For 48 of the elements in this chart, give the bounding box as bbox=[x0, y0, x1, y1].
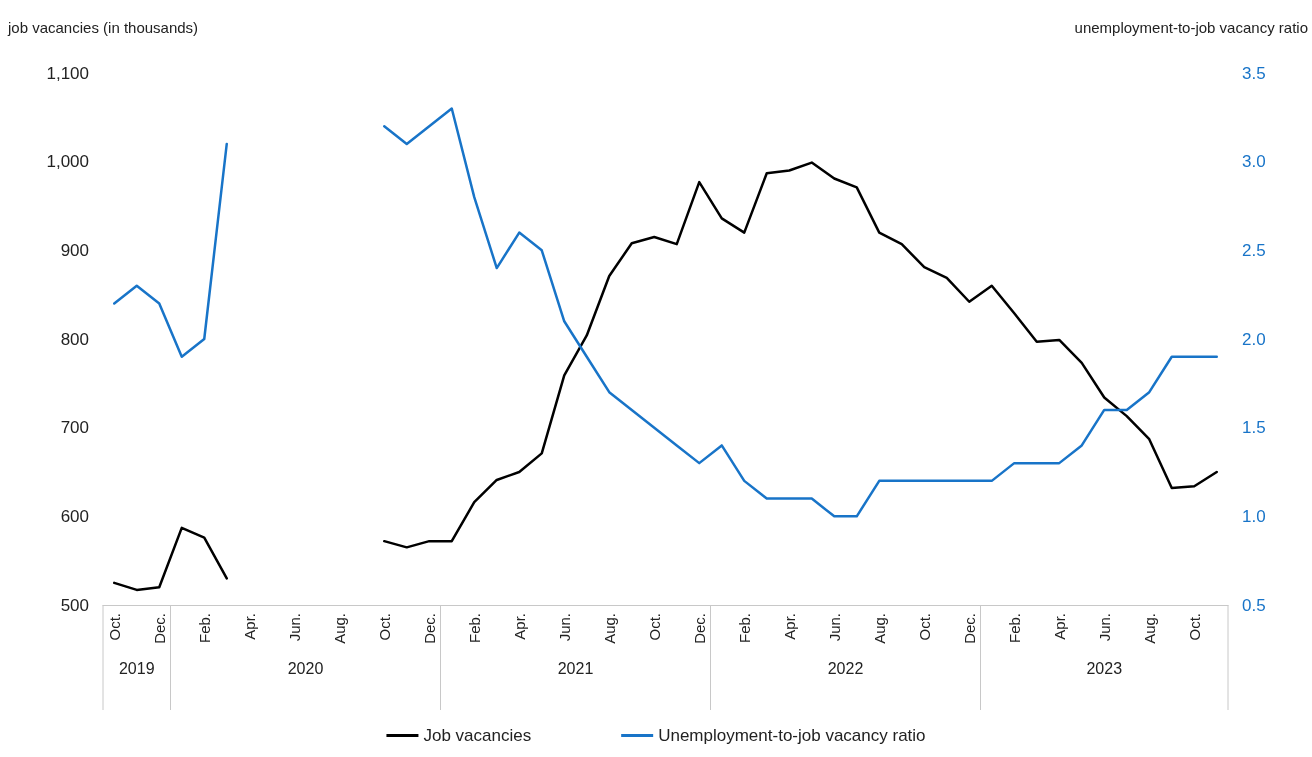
legend-label: Job vacancies bbox=[423, 726, 532, 745]
x-tick-label: Dec. bbox=[420, 613, 438, 644]
x-tick-label: Aug. bbox=[870, 613, 888, 644]
y2-tick-label: 2.0 bbox=[1242, 329, 1266, 349]
x-tick-label: Oct. bbox=[1185, 613, 1203, 641]
x-tick-label: Feb. bbox=[735, 613, 753, 644]
text: 2019 bbox=[118, 659, 155, 677]
y-tick-label: 700 bbox=[60, 418, 89, 438]
x-tick-label: Oct. bbox=[915, 613, 933, 641]
x-tick-label: Dec. bbox=[690, 613, 708, 644]
x-tick-label: Feb. bbox=[195, 613, 213, 644]
x-tick-label: Feb. bbox=[1005, 613, 1023, 644]
x-tick-label: Jun. bbox=[285, 613, 303, 642]
x-tick-label: Jun. bbox=[1095, 613, 1113, 642]
x-tick-label: Apr. bbox=[780, 613, 798, 640]
text: 2021 bbox=[557, 659, 594, 677]
x-tick-label: Apr. bbox=[1050, 613, 1068, 640]
x-tick-label: Oct. bbox=[645, 613, 663, 641]
y-tick-label: 1,000 bbox=[46, 152, 89, 172]
legend-label: Unemployment-to-job vacancy ratio bbox=[658, 726, 926, 745]
y-tick-label: 1,100 bbox=[46, 63, 89, 83]
x-tick-label: Oct. bbox=[375, 613, 393, 641]
text: 2023 bbox=[1086, 659, 1123, 677]
x-tick-label: Aug. bbox=[1140, 613, 1158, 644]
y-axis-title: job vacancies (in thousands) bbox=[7, 19, 199, 36]
text: 2020 bbox=[287, 659, 324, 677]
y-tick-label: 900 bbox=[60, 240, 89, 260]
y2-tick-label: 1.5 bbox=[1242, 418, 1266, 438]
x-tick-label: Jun. bbox=[555, 613, 573, 642]
y-tick-label: 600 bbox=[60, 506, 89, 526]
y2-tick-label: 1.0 bbox=[1242, 506, 1266, 526]
x-tick-label: Apr. bbox=[510, 613, 528, 640]
text: 2022 bbox=[827, 659, 864, 677]
y2-tick-label: 2.5 bbox=[1242, 240, 1266, 260]
x-tick-label: Aug. bbox=[330, 613, 348, 644]
y-tick-label: 800 bbox=[60, 329, 89, 349]
x-tick-label: Dec. bbox=[150, 613, 168, 644]
y2-tick-label: 3.5 bbox=[1242, 63, 1266, 83]
x-tick-label: Apr. bbox=[240, 613, 258, 640]
x-tick-label: Feb. bbox=[465, 613, 483, 644]
x-tick-label: Oct. bbox=[105, 613, 123, 641]
x-tick-label: Aug. bbox=[600, 613, 618, 644]
y2-tick-label: 3.0 bbox=[1242, 152, 1266, 172]
y-tick-label: 500 bbox=[60, 595, 89, 615]
y2-tick-label: 0.5 bbox=[1242, 595, 1266, 615]
y2-axis-title: unemployment-to-job vacancy ratio bbox=[1074, 19, 1308, 36]
x-tick-label: Dec. bbox=[960, 613, 978, 644]
x-tick-label: Jun. bbox=[825, 613, 843, 642]
